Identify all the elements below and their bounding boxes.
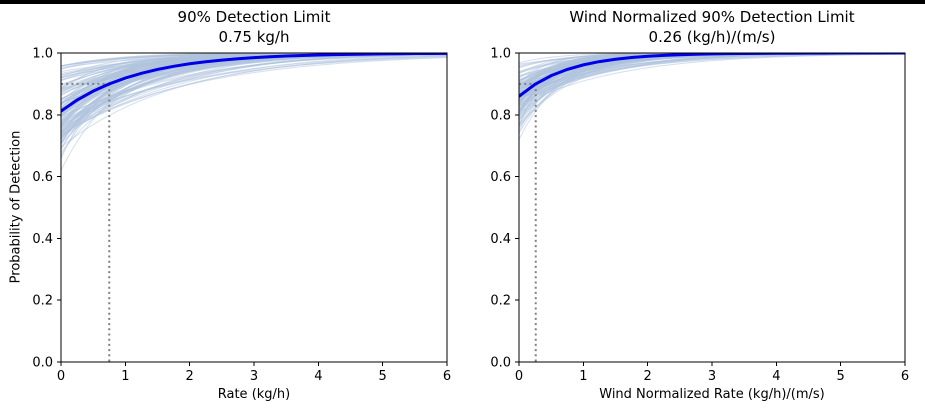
window-top-border (0, 0, 925, 4)
x-tick-label: 2 (644, 369, 652, 384)
left-chart-title: 90% Detection Limit 0.75 kg/h (61, 7, 447, 47)
y-tick-label: 0.4 (32, 232, 53, 247)
bootstrap-curve (61, 55, 447, 148)
x-tick-label: 5 (379, 369, 387, 384)
y-tick-label: 1.0 (32, 47, 53, 62)
y-tick-label: 1.0 (490, 47, 511, 62)
y-tick-label: 0.8 (32, 108, 53, 123)
x-tick-label: 4 (314, 369, 322, 384)
y-tick-label: 0.6 (490, 170, 511, 185)
x-tick-label: 0 (515, 369, 523, 384)
y-tick-label: 0.0 (490, 356, 511, 371)
bootstrap-curve (61, 57, 447, 133)
right-chart-title-line1: Wind Normalized 90% Detection Limit (569, 8, 855, 26)
left-chart-title-line1: 90% Detection Limit (177, 8, 331, 26)
right-chart-title: Wind Normalized 90% Detection Limit 0.26… (519, 7, 905, 47)
x-tick-label: 0 (57, 369, 65, 384)
y-tick-label: 0.6 (32, 170, 53, 185)
left-chart-title-line2: 0.75 kg/h (218, 28, 290, 46)
x-tick-label: 4 (772, 369, 780, 384)
left-chart-y-axis-label: Probability of Detection (8, 130, 24, 284)
bootstrap-curves (61, 53, 447, 171)
bootstrap-curve (61, 54, 447, 136)
x-tick-label: 3 (708, 369, 716, 384)
right-chart-x-axis-label: Wind Normalized Rate (kg/h)/(m/s) (599, 387, 825, 402)
y-tick-label: 0.2 (490, 294, 511, 309)
x-tick-label: 3 (250, 369, 258, 384)
y-tick-label: 0.2 (32, 294, 53, 309)
mean-detection-curve (61, 53, 447, 113)
y-tick-label: 0.8 (490, 108, 511, 123)
x-tick-label: 2 (186, 369, 194, 384)
x-tick-label: 6 (901, 369, 909, 384)
right-panel: 0 1 2 3 4 5 6 0.0 0.2 0.4 0.6 0.8 1.0 (490, 47, 909, 385)
bootstrap-curve (61, 56, 447, 121)
x-tick-label: 6 (443, 369, 451, 384)
y-tick-label: 0.0 (32, 356, 53, 371)
left-chart-x-axis-label: Rate (kg/h) (217, 387, 291, 402)
left-panel: 0 1 2 3 4 5 6 0.0 0.2 0.4 0.6 0.8 1.0 (32, 47, 451, 385)
axes-box (518, 52, 906, 363)
y-tick-label: 0.4 (490, 232, 511, 247)
x-tick-label: 1 (121, 369, 129, 384)
x-tick-label: 5 (837, 369, 845, 384)
right-chart-title-line2: 0.26 (kg/h)/(m/s) (648, 28, 776, 46)
x-tick-label: 1 (579, 369, 587, 384)
